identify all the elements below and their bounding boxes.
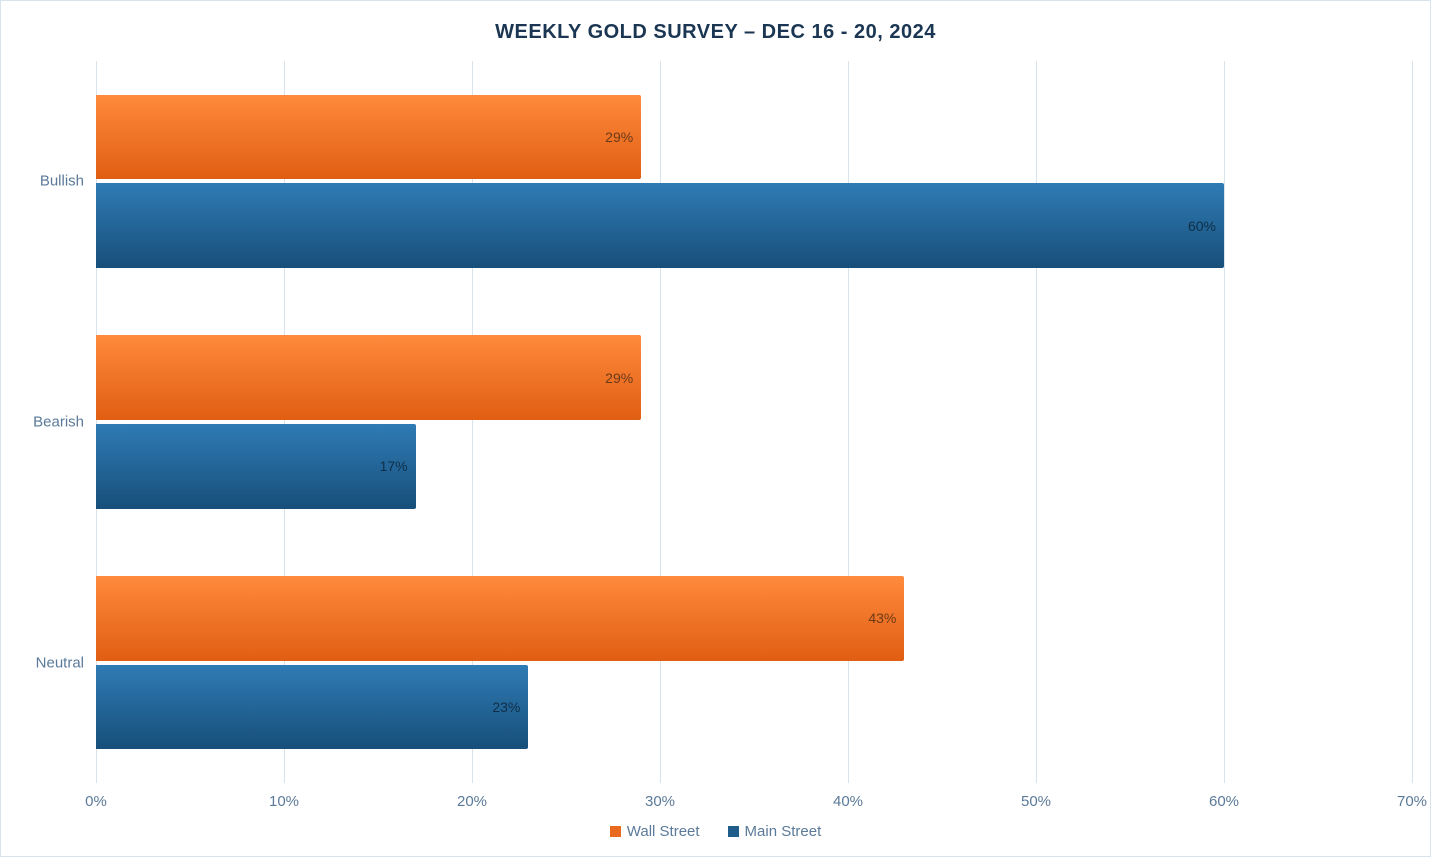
chart-frame: WEEKLY GOLD SURVEY – DEC 16 - 20, 2024 2… xyxy=(0,0,1431,857)
bar-neutral-wall-street xyxy=(96,576,904,661)
gridline xyxy=(1412,61,1413,783)
x-tick-label: 10% xyxy=(269,793,299,810)
bar-label-bearish-main-street: 17% xyxy=(380,458,408,474)
legend-swatch-main-street xyxy=(728,826,739,837)
bar-bearish-wall-street xyxy=(96,335,641,420)
legend-item-wall-street: Wall Street xyxy=(610,823,700,840)
bar-label-bearish-wall-street: 29% xyxy=(605,370,633,386)
y-category-label-neutral: Neutral xyxy=(36,654,84,671)
bar-bullish-wall-street xyxy=(96,95,641,180)
gridline xyxy=(848,61,849,783)
bar-neutral-main-street xyxy=(96,665,528,750)
bar-bearish-main-street xyxy=(96,424,416,509)
bar-label-bullish-wall-street: 29% xyxy=(605,129,633,145)
x-tick-label: 40% xyxy=(833,793,863,810)
x-tick-label: 50% xyxy=(1021,793,1051,810)
bar-bullish-main-street xyxy=(96,183,1224,268)
bar-label-bullish-main-street: 60% xyxy=(1188,218,1216,234)
legend-label-wall-street: Wall Street xyxy=(627,823,700,840)
legend-item-main-street: Main Street xyxy=(728,823,822,840)
y-category-label-bullish: Bullish xyxy=(40,173,84,190)
x-tick-label: 70% xyxy=(1397,793,1427,810)
legend-label-main-street: Main Street xyxy=(745,823,822,840)
gridline xyxy=(1036,61,1037,783)
x-tick-label: 0% xyxy=(85,793,107,810)
x-tick-label: 60% xyxy=(1209,793,1239,810)
bar-label-neutral-wall-street: 43% xyxy=(868,610,896,626)
legend: Wall Street Main Street xyxy=(1,823,1430,840)
y-category-label-bearish: Bearish xyxy=(33,414,84,431)
gridline xyxy=(1224,61,1225,783)
x-tick-label: 30% xyxy=(645,793,675,810)
legend-swatch-wall-street xyxy=(610,826,621,837)
x-tick-label: 20% xyxy=(457,793,487,810)
gridline xyxy=(660,61,661,783)
bar-label-neutral-main-street: 23% xyxy=(492,699,520,715)
plot-area: 29% 60% 29% 17% 43% 23% xyxy=(96,61,1412,783)
chart-title: WEEKLY GOLD SURVEY – DEC 16 - 20, 2024 xyxy=(1,21,1430,44)
